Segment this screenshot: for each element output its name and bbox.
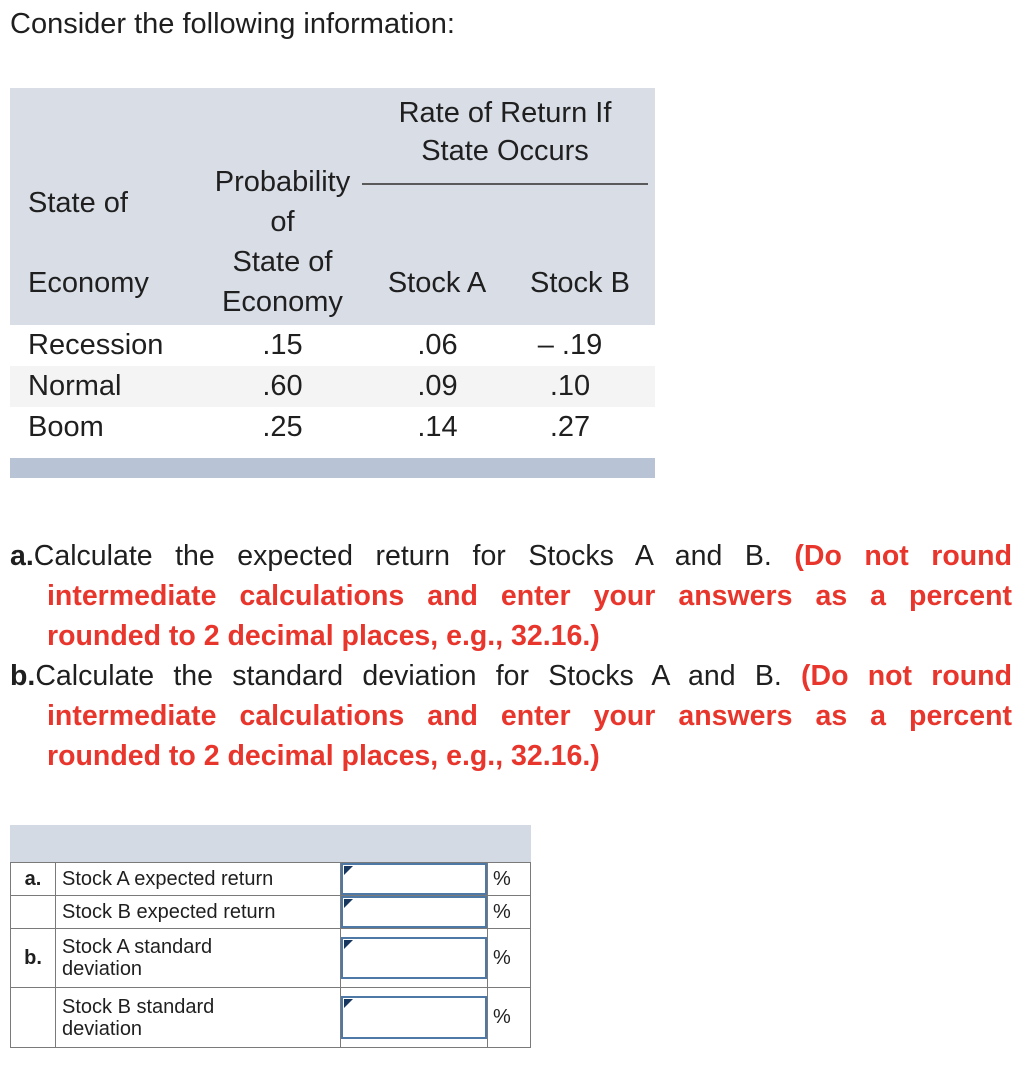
question-a-label: a. (10, 540, 34, 572)
answer-row-description: Stock B standard deviation (56, 988, 341, 1047)
rate-header-line2: State Occurs (421, 135, 589, 167)
answer-row-label (11, 896, 56, 929)
stock-a-cell: .14 (417, 411, 458, 443)
information-table: State of Economy Probability of State of… (10, 88, 655, 478)
header-prob-line2: of (270, 206, 295, 238)
question-block: a.Calculate the expected return for Stoc… (10, 536, 1012, 776)
probability-cell: .60 (262, 370, 303, 402)
table-row-boom: Boom .25 .14 .27 (10, 407, 655, 448)
input-box (341, 996, 487, 1039)
state-cell: Boom (28, 411, 104, 443)
cell-corner-marker-icon (344, 999, 353, 1008)
answer-row-description: Stock A expected return (56, 863, 341, 896)
stock-a-cell: .09 (417, 370, 458, 402)
answer-row-label (11, 988, 56, 1047)
rate-header-line1: Rate of Return If (398, 97, 612, 129)
question-b: b.Calculate the standard deviation for S… (10, 656, 1012, 776)
header-prob-line1: Probability (214, 166, 351, 198)
header-rate-of-return: Rate of Return If State Occurs Stock A S… (362, 94, 648, 303)
answer-row-description: Stock B expected return (56, 896, 341, 929)
stock-b-standard-deviation-cell (341, 988, 488, 1047)
stock-a-expected-return-input[interactable] (343, 865, 485, 893)
probability-cell: .25 (262, 411, 303, 443)
stock-b-expected-return-input[interactable] (343, 898, 485, 926)
cell-corner-marker-icon (344, 899, 353, 908)
intro-text: Consider the following information: (10, 8, 455, 40)
input-box (341, 863, 487, 895)
stock-b-cell: .27 (549, 411, 591, 443)
probability-cell: .15 (262, 329, 303, 361)
question-a: a.Calculate the expected return for Stoc… (10, 536, 1012, 656)
information-table-header: State of Economy Probability of State of… (10, 88, 655, 325)
stock-a-standard-deviation-cell (341, 929, 488, 988)
question-a-emphasis: (Do not round intermediate calculations … (47, 540, 1012, 652)
input-box (341, 896, 487, 928)
question-b-emphasis: (Do not round intermediate calculations … (47, 660, 1013, 772)
state-cell: Recession (28, 329, 164, 361)
question-a-text: Calculate the expected return for Stocks… (33, 540, 795, 572)
header-prob-line3: State of (232, 246, 333, 278)
header-state-line1: State of (28, 187, 128, 219)
table-row-normal: Normal .60 .09 .10 (10, 366, 655, 407)
header-state-of-economy: State of Economy (28, 183, 149, 303)
percent-sign: % (488, 929, 530, 988)
answer-section: a. Stock A expected return % Stock B exp… (10, 825, 531, 1048)
stocks-header-row: Stock A Stock B (362, 263, 648, 303)
input-box (341, 937, 487, 979)
answer-row-label: b. (11, 929, 56, 988)
stock-a-expected-return-cell (341, 863, 488, 896)
question-b-label: b. (10, 660, 36, 692)
percent-sign: % (493, 1006, 511, 1028)
cell-corner-marker-icon (344, 866, 353, 875)
answer-table: a. Stock A expected return % Stock B exp… (10, 862, 531, 1048)
rate-header-underline (362, 183, 648, 185)
header-prob-line4: Economy (222, 286, 343, 318)
stock-a-cell: .06 (417, 329, 458, 361)
percent-sign: % (488, 863, 530, 896)
table-gap (10, 448, 655, 458)
table-row-recession: Recession .15 .06 – .19 (10, 325, 655, 366)
state-cell: Normal (28, 370, 122, 402)
stock-a-header: Stock A (387, 267, 487, 299)
question-b-text: Calculate the standard deviation for Sto… (35, 660, 802, 692)
cell-corner-marker-icon (344, 940, 353, 949)
percent-sign: % (488, 896, 530, 929)
stock-b-expected-return-cell (341, 896, 488, 929)
answer-table-header-strip (10, 825, 531, 862)
stock-b-header: Stock B (530, 267, 630, 299)
answer-row-description: Stock A standard deviation (56, 929, 341, 988)
answer-row-label: a. (11, 863, 56, 896)
stock-b-cell: – .19 (537, 329, 603, 361)
stock-b-standard-deviation-input[interactable] (343, 998, 485, 1037)
table-bottom-bar (10, 458, 655, 478)
header-state-line2: Economy (28, 267, 149, 299)
stock-a-standard-deviation-input[interactable] (343, 939, 485, 977)
stock-b-cell: .10 (549, 370, 591, 402)
header-probability: Probability of State of Economy (200, 162, 365, 322)
